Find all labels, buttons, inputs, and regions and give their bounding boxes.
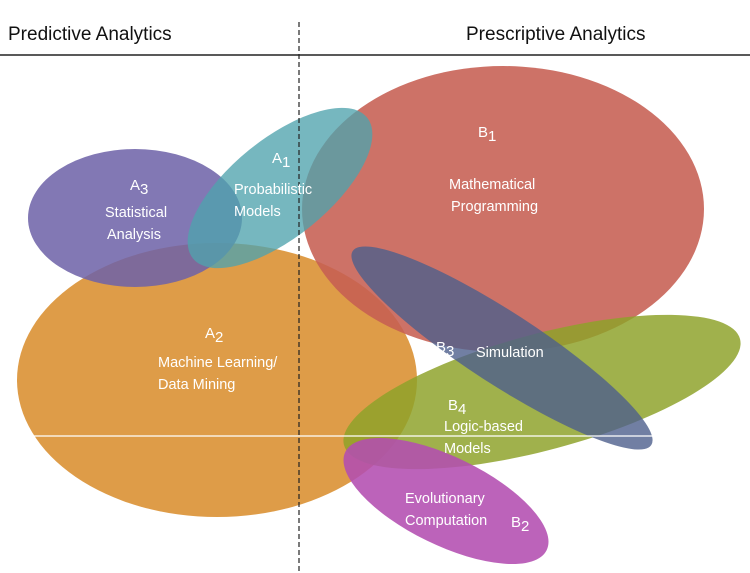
a2-ellipse	[17, 243, 417, 517]
a2-label-line1: Machine Learning/	[158, 355, 278, 371]
b2-identifier: B2	[511, 514, 529, 535]
b3-label-line1: Simulation	[476, 345, 544, 361]
b4-identifier: B4	[448, 397, 466, 418]
b3-ellipse	[351, 246, 653, 450]
a3-ellipse	[28, 149, 242, 287]
a3-identifier: A3	[130, 177, 148, 198]
prescriptive-analytics-header: Prescriptive Analytics	[466, 24, 646, 45]
a1-label-line1: Probabilistic	[234, 182, 312, 198]
a1-ellipse	[187, 107, 373, 269]
b1-label-line2: Programming	[451, 199, 538, 215]
a1-label-line2: Models	[234, 204, 281, 220]
a2-identifier: A2	[205, 325, 223, 346]
predictive-analytics-header: Predictive Analytics	[8, 24, 172, 45]
b2-label-line1: Evolutionary	[405, 491, 486, 507]
b3-identifier: B3	[436, 339, 454, 360]
b4-label-line1: Logic-based	[444, 419, 523, 435]
b4-label-line2: Models	[444, 441, 491, 457]
a2-label-line2: Data Mining	[158, 377, 235, 393]
b1-label-line1: Mathematical	[449, 177, 535, 193]
a3-label-line2: Analysis	[107, 227, 161, 243]
a3-label-line1: Statistical	[105, 205, 167, 221]
b1-identifier: B1	[478, 124, 496, 145]
b2-label-line2: Computation	[405, 513, 487, 529]
a1-identifier: A1	[272, 150, 290, 171]
b2-ellipse	[343, 437, 549, 565]
